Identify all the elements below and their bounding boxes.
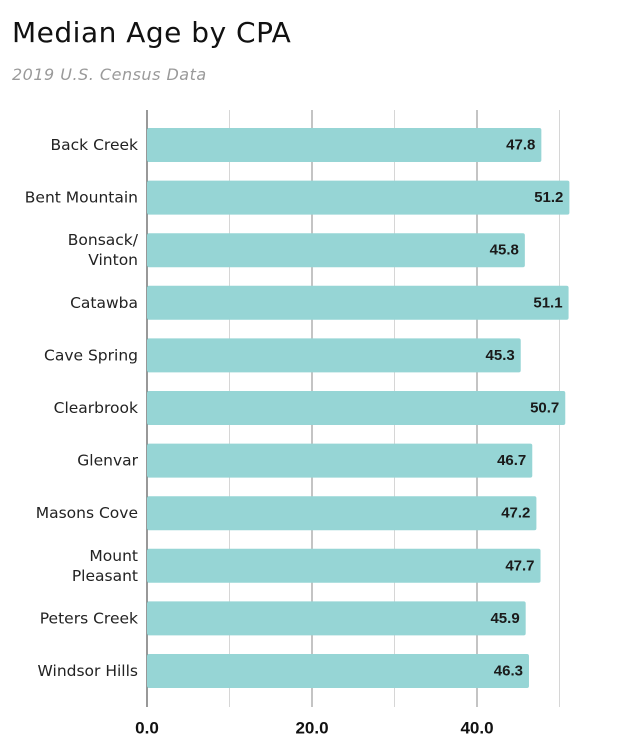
bar-5 bbox=[147, 391, 566, 425]
bar-8 bbox=[147, 548, 541, 583]
chart-title: Median Age by CPA bbox=[12, 16, 292, 49]
bar-7 bbox=[147, 496, 537, 531]
value-label-7: 47.2 bbox=[501, 505, 530, 522]
bars bbox=[147, 128, 570, 688]
category-label-2-line-0: Bonsack/ bbox=[68, 231, 139, 249]
category-label-8-line-0: Mount bbox=[89, 547, 138, 565]
category-label-8-line-1: Pleasant bbox=[72, 567, 138, 585]
category-label-4: Cave Spring bbox=[44, 346, 138, 364]
bar-4 bbox=[147, 338, 521, 373]
x-axis-ticks: 0.0 20.0 40.0 bbox=[135, 719, 493, 738]
value-label-3: 51.1 bbox=[533, 294, 562, 311]
category-label-5: Clearbrook bbox=[54, 399, 138, 417]
x-tick-label-0: 0.0 bbox=[135, 719, 159, 738]
x-tick-label-1: 20.0 bbox=[295, 719, 328, 738]
value-label-10: 46.3 bbox=[494, 663, 523, 680]
bar-3 bbox=[147, 285, 569, 320]
value-label-8: 47.7 bbox=[505, 557, 534, 574]
value-label-5: 50.7 bbox=[530, 400, 559, 417]
category-label-10: Windsor Hills bbox=[38, 662, 138, 680]
bar-1 bbox=[147, 180, 570, 215]
category-label-2-line-1: Vinton bbox=[88, 251, 138, 269]
value-label-4: 45.3 bbox=[486, 347, 515, 364]
bar-6 bbox=[147, 443, 533, 478]
x-tick-label-2: 40.0 bbox=[460, 719, 493, 738]
category-label-9: Peters Creek bbox=[40, 609, 138, 627]
category-label-7: Masons Cove bbox=[36, 504, 138, 522]
category-label-6: Glenvar bbox=[77, 452, 138, 470]
value-label-0: 47.8 bbox=[506, 137, 535, 154]
value-label-1: 51.2 bbox=[534, 189, 563, 206]
bar-10 bbox=[147, 654, 529, 688]
chart-subtitle: 2019 U.S. Census Data bbox=[12, 65, 207, 84]
category-label-0: Back Creek bbox=[51, 136, 138, 154]
value-label-9: 45.9 bbox=[490, 610, 519, 627]
bar-2 bbox=[147, 233, 525, 268]
value-label-2: 45.8 bbox=[490, 242, 519, 259]
value-labels: 47.8 51.2 45.8 51.1 45.3 50.7 46.7 47.2 47.7 45.9… bbox=[486, 137, 564, 680]
bar-9 bbox=[147, 601, 526, 636]
category-label-3: Catawba bbox=[70, 294, 138, 312]
category-label-1: Bent Mountain bbox=[25, 189, 138, 207]
value-label-6: 46.7 bbox=[497, 452, 526, 469]
category-labels: Back Creek Bent Mountain Bonsack/Vinton Cat… bbox=[25, 136, 139, 680]
bar-0 bbox=[147, 128, 542, 162]
